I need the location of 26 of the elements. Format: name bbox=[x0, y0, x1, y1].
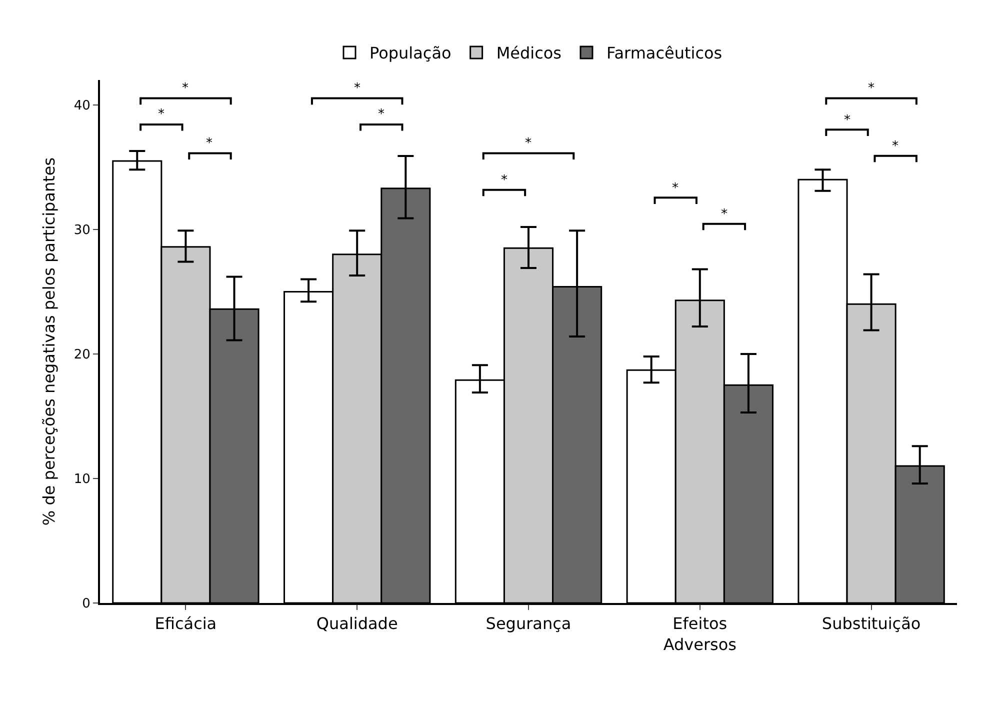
y-tick-label: 40 bbox=[74, 98, 90, 114]
annotation: * bbox=[868, 81, 875, 96]
y-tick-label: 30 bbox=[74, 222, 90, 238]
annotation: * bbox=[525, 136, 532, 151]
legend-label: Médicos bbox=[496, 44, 562, 63]
annotation: * bbox=[501, 173, 508, 188]
annotation: * bbox=[892, 139, 899, 154]
x-tick-label: Eficácia bbox=[154, 614, 217, 634]
annotation: * bbox=[182, 81, 189, 96]
annotation: * bbox=[158, 107, 165, 122]
annotation: * bbox=[206, 136, 213, 151]
x-tick-label: Substituição bbox=[822, 614, 921, 634]
y-tick-label: 10 bbox=[74, 472, 90, 488]
y-tick-label: 0 bbox=[82, 596, 90, 612]
legend-label: População bbox=[370, 44, 452, 63]
annotation: * bbox=[672, 181, 679, 196]
annotation: * bbox=[378, 107, 385, 122]
annotation: * bbox=[844, 113, 851, 128]
x-tick-label: Efeitos Adversos bbox=[663, 614, 736, 654]
annotation: * bbox=[354, 81, 361, 96]
legend-label: Farmacêuticos bbox=[606, 44, 722, 63]
y-axis-title: % de perceções negativas pelos participantes bbox=[39, 157, 58, 526]
annotation: * bbox=[721, 207, 728, 222]
x-tick-label: Segurança bbox=[486, 614, 572, 634]
x-tick-label: Qualidade bbox=[316, 614, 398, 634]
y-tick-label: 20 bbox=[74, 348, 90, 362]
